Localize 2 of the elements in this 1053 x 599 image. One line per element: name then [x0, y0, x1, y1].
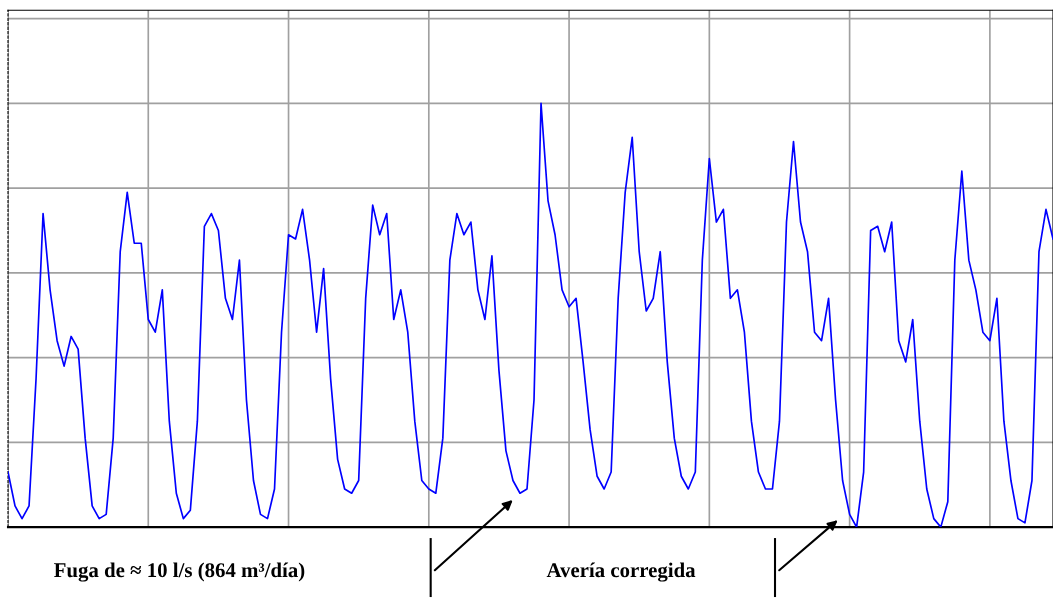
text: Fuga de ≈ 10 l/s (864 m³/día): [54, 562, 305, 582]
text: Avería corregida: [546, 562, 696, 582]
